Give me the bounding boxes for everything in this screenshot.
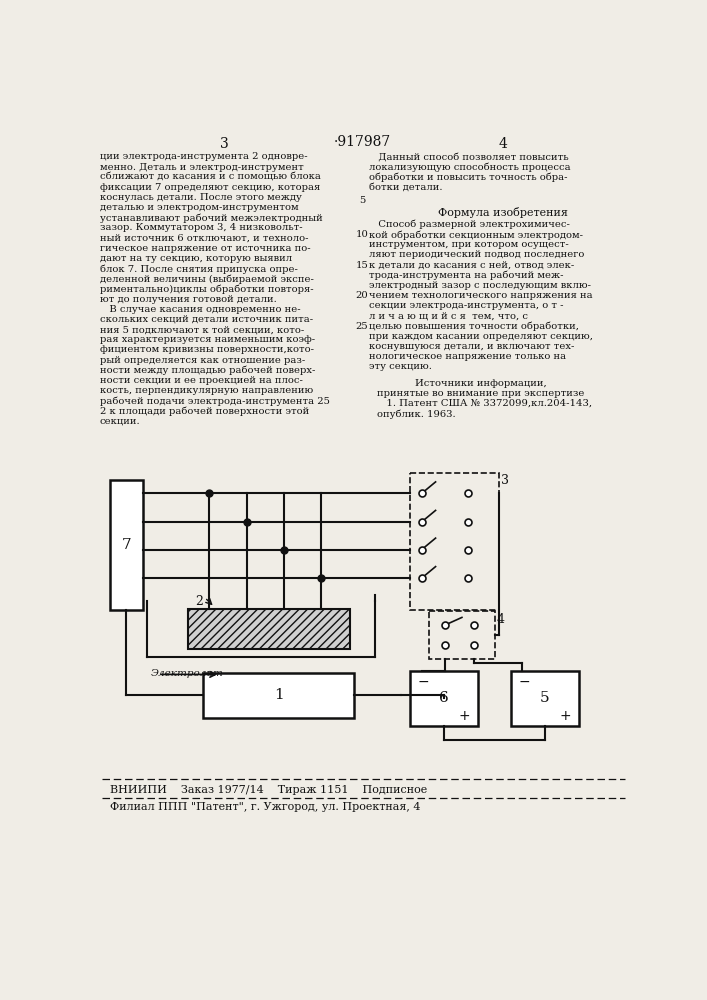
Text: коснулась детали. После этого между: коснулась детали. После этого между: [100, 193, 302, 202]
Text: рый определяется как отношение раз-: рый определяется как отношение раз-: [100, 356, 305, 365]
Text: электродный зазор с последующим вклю-: электродный зазор с последующим вклю-: [369, 281, 591, 290]
Text: инструментом, при котором осущест-: инструментом, при котором осущест-: [369, 240, 568, 249]
Bar: [510, 671, 579, 726]
Text: 7: 7: [122, 538, 132, 552]
Text: менно. Деталь и электрод-инструмент: менно. Деталь и электрод-инструмент: [100, 163, 304, 172]
Text: фициентом кривизны поверхности,кото-: фициентом кривизны поверхности,кото-: [100, 345, 314, 354]
Text: деталью и электродом-инструментом: деталью и электродом-инструментом: [100, 203, 298, 212]
Text: риментально)циклы обработки повторя-: риментально)циклы обработки повторя-: [100, 284, 314, 294]
Text: зазор. Коммутатором 3, 4 низковольт-: зазор. Коммутатором 3, 4 низковольт-: [100, 223, 303, 232]
Text: −: −: [418, 675, 429, 689]
Text: +: +: [459, 709, 470, 723]
Text: ВНИИПИ    Заказ 1977/14    Тираж 1151    Подписное: ВНИИПИ Заказ 1977/14 Тираж 1151 Подписно…: [110, 785, 427, 795]
Text: при каждом касании определяют секцию,: при каждом касании определяют секцию,: [369, 332, 593, 341]
Text: сближают до касания и с помощью блока: сближают до касания и с помощью блока: [100, 173, 321, 182]
Bar: [429, 611, 495, 659]
Text: 3: 3: [220, 137, 228, 151]
Text: 2 к площади рабочей поверхности этой: 2 к площади рабочей поверхности этой: [100, 406, 309, 416]
Text: эту секцию.: эту секцию.: [369, 362, 432, 371]
Text: коснувшуюся детали, и включают тех-: коснувшуюся детали, и включают тех-: [369, 342, 574, 351]
Text: ляют периодический подвод последнего: ляют периодический подвод последнего: [369, 250, 584, 259]
Text: трода-инструмента на рабочий меж-: трода-инструмента на рабочий меж-: [369, 271, 563, 280]
Text: ности между площадью рабочей поверх-: ности между площадью рабочей поверх-: [100, 366, 315, 375]
Text: 25: 25: [356, 322, 368, 331]
Text: кость, перпендикулярную направлению: кость, перпендикулярную направлению: [100, 386, 313, 395]
Text: 10: 10: [356, 230, 368, 239]
Text: Источники информации,: Источники информации,: [416, 379, 547, 388]
Text: секции.: секции.: [100, 417, 141, 426]
Text: 5: 5: [540, 691, 549, 705]
Text: чением технологического напряжения на: чением технологического напряжения на: [369, 291, 592, 300]
Text: локализующую способность процесса: локализующую способность процесса: [369, 163, 571, 172]
Text: В случае касания одновременно не-: В случае касания одновременно не-: [100, 305, 300, 314]
Text: 2: 2: [195, 595, 203, 608]
Text: обработки и повысить точность обра-: обработки и повысить точность обра-: [369, 173, 568, 182]
Text: деленной величины (выбираемой экспе-: деленной величины (выбираемой экспе-: [100, 274, 314, 284]
Bar: [203, 673, 354, 718]
Text: Данный способ позволяет повысить: Данный способ позволяет повысить: [369, 152, 568, 161]
Text: 4: 4: [498, 137, 508, 151]
Text: скольких секций детали источник пита-: скольких секций детали источник пита-: [100, 315, 313, 324]
Text: 4: 4: [497, 613, 505, 626]
Text: Способ размерной электрохимичес-: Способ размерной электрохимичес-: [369, 220, 570, 229]
Text: фиксации 7 определяют секцию, которая: фиксации 7 определяют секцию, которая: [100, 183, 320, 192]
Text: ·917987: ·917987: [333, 135, 390, 149]
Text: ют до получения готовой детали.: ют до получения готовой детали.: [100, 295, 276, 304]
Text: ботки детали.: ботки детали.: [369, 183, 443, 192]
Text: 15: 15: [356, 261, 368, 270]
Text: 1: 1: [274, 688, 284, 702]
Text: рая характеризуется наименьшим коэф-: рая характеризуется наименьшим коэф-: [100, 335, 315, 344]
Text: секции электрода-инструмента, о т -: секции электрода-инструмента, о т -: [369, 301, 563, 310]
Text: 3: 3: [501, 474, 508, 487]
Bar: [187, 609, 351, 649]
Text: ности секции и ее проекцией на плос-: ности секции и ее проекцией на плос-: [100, 376, 303, 385]
Text: устанавливают рабочий межэлектродный: устанавливают рабочий межэлектродный: [100, 213, 323, 223]
Text: Филиал ППП "Патент", г. Ужгород, ул. Проектная, 4: Филиал ППП "Патент", г. Ужгород, ул. Про…: [110, 802, 421, 812]
Bar: [410, 473, 499, 610]
Text: целью повышения точности обработки,: целью повышения точности обработки,: [369, 322, 579, 331]
Text: гическое напряжение от источника по-: гическое напряжение от источника по-: [100, 244, 310, 253]
Text: 1. Патент США № 3372099,кл.204-143,: 1. Патент США № 3372099,кл.204-143,: [377, 399, 592, 408]
Text: −: −: [518, 675, 530, 689]
Text: л и ч а ю щ и й с я  тем, что, с: л и ч а ю щ и й с я тем, что, с: [369, 311, 528, 320]
Text: дают на ту секцию, которую выявил: дают на ту секцию, которую выявил: [100, 254, 292, 263]
Text: к детали до касания с ней, отвод элек-: к детали до касания с ней, отвод элек-: [369, 261, 574, 270]
Text: +: +: [559, 709, 571, 723]
Bar: [410, 671, 478, 726]
Text: Формула изобретения: Формула изобретения: [438, 207, 568, 218]
Text: ный источник 6 отключают, и техноло-: ный источник 6 отключают, и техноло-: [100, 234, 308, 243]
Text: блок 7. После снятия припуска опре-: блок 7. После снятия припуска опре-: [100, 264, 298, 274]
Text: 5: 5: [358, 196, 365, 205]
Text: кой обработки секционным электродом-: кой обработки секционным электродом-: [369, 230, 583, 240]
Text: рабочей подачи электрода-инструмента 25: рабочей подачи электрода-инструмента 25: [100, 396, 330, 406]
Text: 20: 20: [356, 291, 368, 300]
Text: принятые во внимание при экспертизе: принятые во внимание при экспертизе: [377, 389, 584, 398]
Text: ции электрода-инструмента 2 одновре-: ции электрода-инструмента 2 одновре-: [100, 152, 308, 161]
Text: опублик. 1963.: опублик. 1963.: [377, 409, 455, 419]
Text: нологическое напряжение только на: нологическое напряжение только на: [369, 352, 566, 361]
Bar: [110, 480, 143, 610]
Text: Электролит: Электролит: [151, 669, 223, 678]
Text: ния 5 подключают к той секции, кото-: ния 5 подключают к той секции, кото-: [100, 325, 304, 334]
Text: 6: 6: [439, 691, 449, 705]
